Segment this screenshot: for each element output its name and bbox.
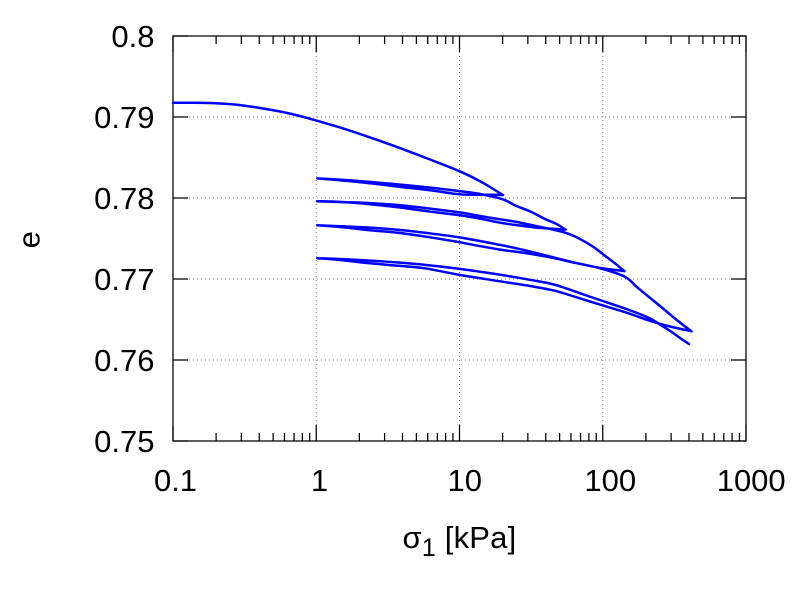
svg-text:0.8: 0.8 xyxy=(111,19,154,54)
svg-text:1000: 1000 xyxy=(717,463,786,498)
svg-text:10: 10 xyxy=(448,463,482,498)
svg-text:0.76: 0.76 xyxy=(94,343,154,378)
svg-text:0.77: 0.77 xyxy=(94,262,154,297)
svg-text:0.79: 0.79 xyxy=(94,100,154,135)
svg-text:100: 100 xyxy=(584,463,636,498)
svg-text:0.78: 0.78 xyxy=(94,181,154,216)
svg-text:0.75: 0.75 xyxy=(94,424,154,459)
svg-text:1: 1 xyxy=(311,463,328,498)
svg-text:e: e xyxy=(12,231,47,248)
svg-text:0.1: 0.1 xyxy=(154,463,197,498)
